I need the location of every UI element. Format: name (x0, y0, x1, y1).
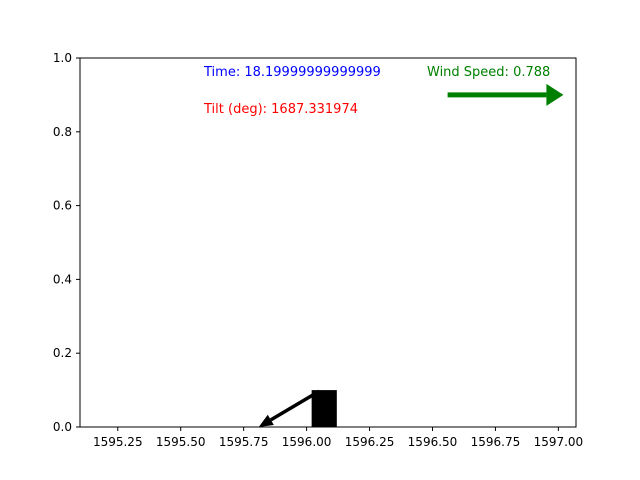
wind-speed-annotation: Wind Speed: 0.788 (427, 65, 550, 80)
x-tick-label: 1597.00 (534, 435, 584, 449)
tilt-arrow-shaft (269, 389, 321, 422)
y-tick-label: 0.0 (53, 420, 72, 434)
x-tick-label: 1596.50 (408, 435, 458, 449)
x-tick-label: 1596.00 (282, 435, 332, 449)
y-tick-label: 1.0 (53, 51, 72, 65)
tilt-arrow-head (258, 414, 274, 427)
time-annotation: Time: 18.19999999999999 (203, 65, 381, 80)
y-tick-label: 0.4 (53, 272, 72, 286)
y-tick-label: 0.8 (53, 125, 72, 139)
tilt-annotation: Tilt (deg): 1687.331974 (203, 102, 358, 117)
y-tick-label: 0.6 (53, 199, 72, 213)
axes-frame (79, 57, 577, 428)
body-block (311, 390, 337, 427)
plot-marks (258, 83, 564, 427)
x-tick-label: 1596.75 (471, 435, 521, 449)
x-tick-label: 1595.25 (93, 435, 143, 449)
x-tick-label: 1596.25 (345, 435, 395, 449)
x-axis: 1595.25 1595.50 1595.75 1596.00 1596.25 1596.… (93, 427, 583, 449)
x-tick-label: 1595.50 (156, 435, 206, 449)
y-tick-label: 0.2 (53, 346, 72, 360)
wind-arrow-head (546, 83, 564, 106)
x-tick-label: 1595.75 (219, 435, 269, 449)
y-axis: 0.0 0.2 0.4 0.6 0.8 1.0 (53, 51, 80, 434)
